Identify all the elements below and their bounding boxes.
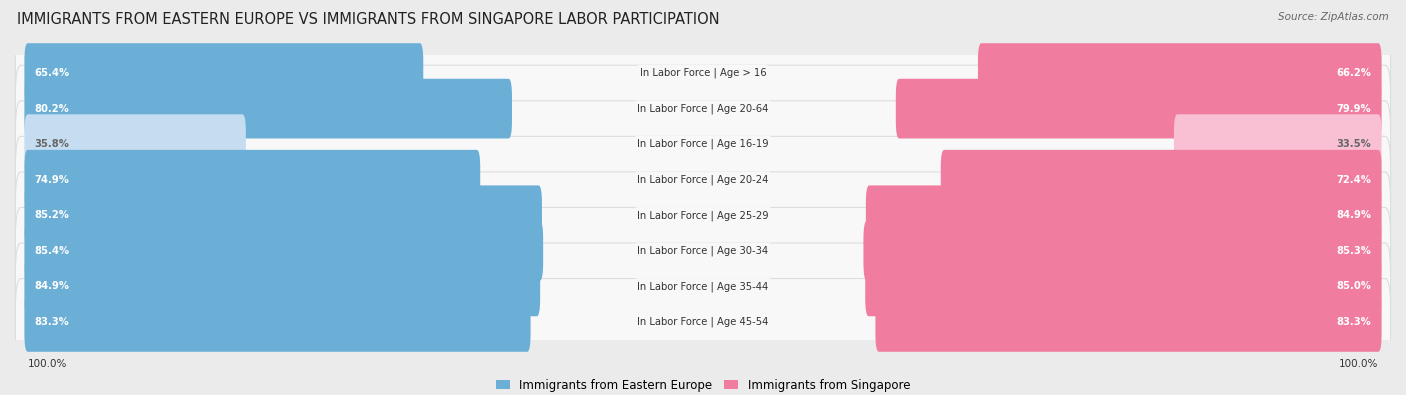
FancyBboxPatch shape [863, 221, 1382, 281]
Text: Source: ZipAtlas.com: Source: ZipAtlas.com [1278, 12, 1389, 22]
Text: In Labor Force | Age 20-24: In Labor Force | Age 20-24 [637, 175, 769, 185]
Text: 100.0%: 100.0% [28, 359, 67, 369]
Text: 84.9%: 84.9% [1336, 210, 1371, 220]
FancyBboxPatch shape [15, 101, 1391, 188]
Text: 84.9%: 84.9% [35, 281, 70, 292]
Text: 79.9%: 79.9% [1337, 103, 1371, 114]
Text: 80.2%: 80.2% [35, 103, 69, 114]
Text: 85.4%: 85.4% [35, 246, 70, 256]
Text: 85.2%: 85.2% [35, 210, 70, 220]
FancyBboxPatch shape [24, 150, 481, 210]
Text: In Labor Force | Age 30-34: In Labor Force | Age 30-34 [637, 246, 769, 256]
Text: 100.0%: 100.0% [1339, 359, 1378, 369]
Text: 83.3%: 83.3% [35, 317, 69, 327]
Text: 66.2%: 66.2% [1336, 68, 1371, 78]
Text: In Labor Force | Age 20-64: In Labor Force | Age 20-64 [637, 103, 769, 114]
FancyBboxPatch shape [24, 79, 512, 139]
FancyBboxPatch shape [941, 150, 1382, 210]
FancyBboxPatch shape [15, 30, 1391, 117]
FancyBboxPatch shape [979, 43, 1382, 103]
FancyBboxPatch shape [24, 221, 543, 281]
Legend: Immigrants from Eastern Europe, Immigrants from Singapore: Immigrants from Eastern Europe, Immigran… [491, 374, 915, 395]
FancyBboxPatch shape [24, 114, 246, 174]
FancyBboxPatch shape [866, 185, 1382, 245]
Text: 35.8%: 35.8% [35, 139, 70, 149]
FancyBboxPatch shape [15, 172, 1391, 259]
Text: In Labor Force | Age 16-19: In Labor Force | Age 16-19 [637, 139, 769, 149]
Text: 72.4%: 72.4% [1336, 175, 1371, 185]
Text: In Labor Force | Age 35-44: In Labor Force | Age 35-44 [637, 281, 769, 292]
FancyBboxPatch shape [15, 243, 1391, 330]
Text: 85.3%: 85.3% [1336, 246, 1371, 256]
FancyBboxPatch shape [24, 43, 423, 103]
Text: 33.5%: 33.5% [1337, 139, 1371, 149]
FancyBboxPatch shape [15, 207, 1391, 294]
FancyBboxPatch shape [24, 292, 530, 352]
FancyBboxPatch shape [876, 292, 1382, 352]
FancyBboxPatch shape [1174, 114, 1382, 174]
Text: 65.4%: 65.4% [35, 68, 70, 78]
Text: In Labor Force | Age > 16: In Labor Force | Age > 16 [640, 68, 766, 78]
FancyBboxPatch shape [15, 136, 1391, 223]
FancyBboxPatch shape [865, 256, 1382, 316]
Text: In Labor Force | Age 25-29: In Labor Force | Age 25-29 [637, 210, 769, 220]
Text: In Labor Force | Age 45-54: In Labor Force | Age 45-54 [637, 317, 769, 327]
FancyBboxPatch shape [24, 256, 540, 316]
Text: 85.0%: 85.0% [1336, 281, 1371, 292]
Text: IMMIGRANTS FROM EASTERN EUROPE VS IMMIGRANTS FROM SINGAPORE LABOR PARTICIPATION: IMMIGRANTS FROM EASTERN EUROPE VS IMMIGR… [17, 12, 720, 27]
FancyBboxPatch shape [896, 79, 1382, 139]
FancyBboxPatch shape [15, 278, 1391, 365]
Text: 74.9%: 74.9% [35, 175, 70, 185]
FancyBboxPatch shape [24, 185, 541, 245]
Text: 83.3%: 83.3% [1337, 317, 1371, 327]
FancyBboxPatch shape [15, 65, 1391, 152]
